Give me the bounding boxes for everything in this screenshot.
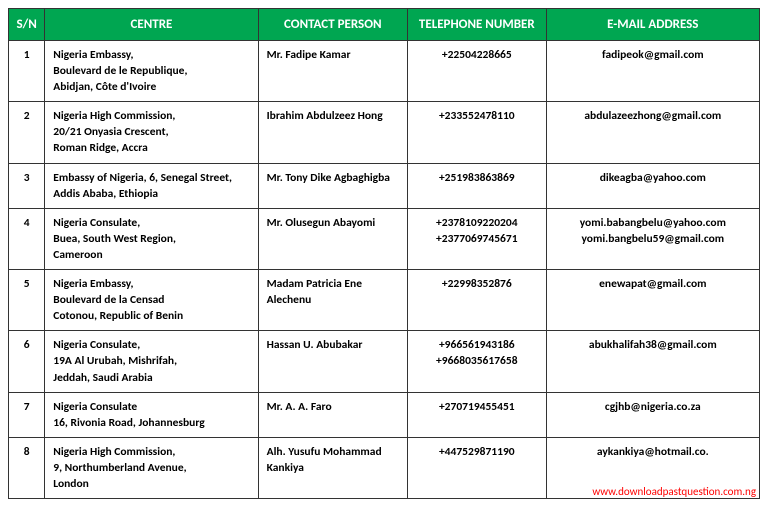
col-head-tel: TELEPHONE NUMBER: [407, 9, 546, 41]
cell-contact: Hassan U. Abubakar: [258, 331, 407, 392]
cell-email: abdulazeezhong@gmail.com: [546, 102, 759, 163]
cell-tel: +2378109220204+2377069745671: [407, 208, 546, 269]
col-head-centre: CENTRE: [45, 9, 258, 41]
watermark: www.downloadpastquestion.com.ng: [592, 485, 756, 498]
cell-tel: +22504228665: [407, 41, 546, 102]
cell-centre: Nigeria High Commission, 20/21 Onyasia C…: [45, 102, 258, 163]
cell-centre: Nigeria Embassy,Boulevard de le Republiq…: [45, 41, 258, 102]
cell-tel: +447529871190: [407, 437, 546, 498]
table-body: 1Nigeria Embassy,Boulevard de le Republi…: [9, 41, 760, 499]
cell-contact: Mr. A. A. Faro: [258, 392, 407, 437]
cell-email: cgjhb@nigeria.co.za: [546, 392, 759, 437]
table-row: 5Nigeria Embassy,Boulevard de la CensadC…: [9, 270, 760, 331]
cell-sn: 8: [9, 437, 45, 498]
col-head-sn: S/N: [9, 9, 45, 41]
col-head-email: E-MAIL ADDRESS: [546, 9, 759, 41]
cell-tel: +22998352876: [407, 270, 546, 331]
cell-sn: 4: [9, 208, 45, 269]
cell-email: abukhalifah38@gmail.com: [546, 331, 759, 392]
table-row: 3 Embassy of Nigeria, 6, Senegal Street,…: [9, 163, 760, 208]
centres-table: S/N CENTRE CONTACT PERSON TELEPHONE NUMB…: [8, 8, 760, 499]
table-row: 2 Nigeria High Commission, 20/21 Onyasia…: [9, 102, 760, 163]
cell-contact: Mr. Tony Dike Agbaghigba: [258, 163, 407, 208]
cell-centre: Nigeria Consulate,19A Al Urubah, Mishrif…: [45, 331, 258, 392]
cell-contact: Mr. Olusegun Abayomi: [258, 208, 407, 269]
col-head-contact: CONTACT PERSON: [258, 9, 407, 41]
cell-contact: Alh. Yusufu Mohammad Kankiya: [258, 437, 407, 498]
cell-email: fadipeok@gmail.com: [546, 41, 759, 102]
cell-sn: 5: [9, 270, 45, 331]
cell-tel: +233552478110: [407, 102, 546, 163]
cell-email: dikeagba@yahoo.com: [546, 163, 759, 208]
cell-sn: 6: [9, 331, 45, 392]
cell-centre: Nigeria Consulate,Buea, South West Regio…: [45, 208, 258, 269]
cell-email: yomi.babangbelu@yahoo.comyomi.bangbelu59…: [546, 208, 759, 269]
cell-tel: +966561943186+9668035617658: [407, 331, 546, 392]
cell-sn: 7: [9, 392, 45, 437]
cell-tel: +270719455451: [407, 392, 546, 437]
cell-tel: +251983863869: [407, 163, 546, 208]
table-row: 4 Nigeria Consulate,Buea, South West Reg…: [9, 208, 760, 269]
cell-email: enewapat@gmail.com: [546, 270, 759, 331]
table-row: 6 Nigeria Consulate,19A Al Urubah, Mishr…: [9, 331, 760, 392]
cell-sn: 2: [9, 102, 45, 163]
cell-sn: 3: [9, 163, 45, 208]
table-header: S/N CENTRE CONTACT PERSON TELEPHONE NUMB…: [9, 9, 760, 41]
cell-sn: 1: [9, 41, 45, 102]
cell-centre: Nigeria Consulate16, Rivonia Road, Johan…: [45, 392, 258, 437]
cell-centre: Embassy of Nigeria, 6, Senegal Street, A…: [45, 163, 258, 208]
cell-contact: Mr. Fadipe Kamar: [258, 41, 407, 102]
table-row: 1Nigeria Embassy,Boulevard de le Republi…: [9, 41, 760, 102]
cell-contact: Madam Patricia Ene Alechenu: [258, 270, 407, 331]
table-row: 7 Nigeria Consulate16, Rivonia Road, Joh…: [9, 392, 760, 437]
cell-contact: Ibrahim Abdulzeez Hong: [258, 102, 407, 163]
cell-centre: Nigeria Embassy,Boulevard de la CensadCo…: [45, 270, 258, 331]
cell-centre: Nigeria High Commission,9, Northumberlan…: [45, 437, 258, 498]
